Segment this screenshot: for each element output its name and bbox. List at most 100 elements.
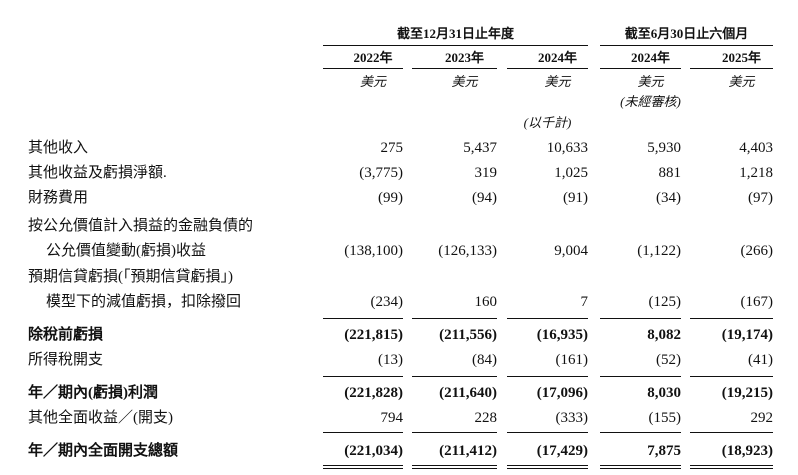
rule <box>690 468 773 469</box>
cell-value: (155) <box>648 410 682 426</box>
cell-value: (17,429) <box>536 443 588 459</box>
rule <box>323 468 403 469</box>
unit: 美元 <box>637 74 664 89</box>
cell-value: (138,100) <box>344 243 403 259</box>
rule <box>412 318 497 319</box>
rule <box>323 465 403 466</box>
year-header: 2024年 <box>630 50 671 65</box>
cell-value: (234) <box>370 294 404 310</box>
cell-value: (19,174) <box>721 327 773 343</box>
rule <box>507 318 588 319</box>
cell-value: (1,122) <box>637 243 681 259</box>
unit: 美元 <box>359 74 387 89</box>
cell-value: (211,412) <box>439 443 497 459</box>
unit: 美元 <box>728 74 755 89</box>
rule <box>690 432 773 433</box>
cell-value: 881 <box>658 165 682 181</box>
row-label: 公允價值變動(虧損)收益 <box>46 243 206 259</box>
cell-value: 9,004 <box>554 243 588 259</box>
cell-value: (3,775) <box>359 165 403 181</box>
cell-value: 7,875 <box>647 443 681 459</box>
cell-value: (161) <box>555 352 589 368</box>
row-label: 按公允價值計入損益的金融負債的 <box>28 218 254 234</box>
cell-value: (94) <box>472 190 497 206</box>
cell-value: 794 <box>380 410 404 426</box>
rule <box>690 465 773 466</box>
cell-value: (41) <box>748 352 773 368</box>
group-header: 截至6月30日止六個月 <box>624 26 749 41</box>
year-header: 2025年 <box>721 50 762 65</box>
rule <box>690 318 773 319</box>
cell-value: (84) <box>472 352 497 368</box>
cell-value: 8,030 <box>647 385 681 401</box>
cell-value: (91) <box>563 190 588 206</box>
cell-value: 275 <box>380 140 404 156</box>
row-label: 除稅前虧損 <box>28 327 104 343</box>
year-header: 2023年 <box>444 50 485 65</box>
row-label: 財務費用 <box>28 190 89 206</box>
rule <box>600 45 773 46</box>
rule <box>600 318 681 319</box>
rule <box>323 318 403 319</box>
cell-value: (19,215) <box>721 385 773 401</box>
cell-value: (17,096) <box>536 385 588 401</box>
rule <box>412 376 497 377</box>
rule <box>507 376 588 377</box>
cell-value: 1,218 <box>739 165 773 181</box>
rule <box>323 68 403 69</box>
row-label: 預期信貸虧損(「預期信貸虧損」) <box>28 269 233 285</box>
unit: 美元 <box>544 74 571 89</box>
rule <box>412 68 497 69</box>
year-header: 2022年 <box>353 50 393 65</box>
cell-value: (97) <box>748 190 773 206</box>
row-label: 年／期內(虧損)利潤 <box>28 385 158 401</box>
rule <box>412 468 497 469</box>
rule <box>690 68 773 69</box>
cell-value: 160 <box>474 294 498 310</box>
cell-value: (16,935) <box>536 327 588 343</box>
cell-value: 292 <box>750 410 774 426</box>
year-header: 2024年 <box>537 50 578 65</box>
cell-value: (211,556) <box>439 327 497 343</box>
rule <box>600 376 681 377</box>
cell-value: (125) <box>648 294 682 310</box>
cell-value: (34) <box>656 190 681 206</box>
cell-value: 4,403 <box>739 140 773 156</box>
cell-value: (221,815) <box>344 327 403 343</box>
cell-value: (266) <box>740 243 774 259</box>
unaudited-note: (未經審核) <box>620 94 681 109</box>
cell-value: 319 <box>474 165 498 181</box>
rule <box>600 468 681 469</box>
rule <box>600 68 681 69</box>
rule <box>690 376 773 377</box>
cell-value: (221,828) <box>344 385 403 401</box>
cell-value: (99) <box>378 190 403 206</box>
cell-value: (211,640) <box>439 385 497 401</box>
cell-value: 5,930 <box>647 140 681 156</box>
cell-value: (333) <box>555 410 589 426</box>
cell-value: (18,923) <box>721 443 773 459</box>
row-label: 模型下的減值虧損，扣除撥回 <box>46 294 242 310</box>
rule <box>412 432 497 433</box>
cell-value: 7 <box>580 294 589 310</box>
cell-value: (221,034) <box>344 443 403 459</box>
cell-value: (167) <box>740 294 774 310</box>
row-label: 其他收益及虧損淨額. <box>28 165 167 181</box>
cell-value: (13) <box>378 352 403 368</box>
cell-value: 1,025 <box>554 165 588 181</box>
cell-value: (52) <box>656 352 681 368</box>
cell-value: 8,082 <box>647 327 681 343</box>
thousands-note: (以千計) <box>523 115 572 130</box>
cell-value: 10,633 <box>546 140 588 156</box>
rule <box>323 432 403 433</box>
cell-value: 5,437 <box>463 140 497 156</box>
row-label: 其他全面收益／(開支) <box>28 410 173 426</box>
rule <box>323 45 588 46</box>
row-label: 其他收入 <box>28 140 89 156</box>
group-header: 截至12月31日止年度 <box>396 26 515 41</box>
rule <box>507 468 588 469</box>
rule <box>507 68 588 69</box>
rule <box>600 465 681 466</box>
unit: 美元 <box>451 74 478 89</box>
